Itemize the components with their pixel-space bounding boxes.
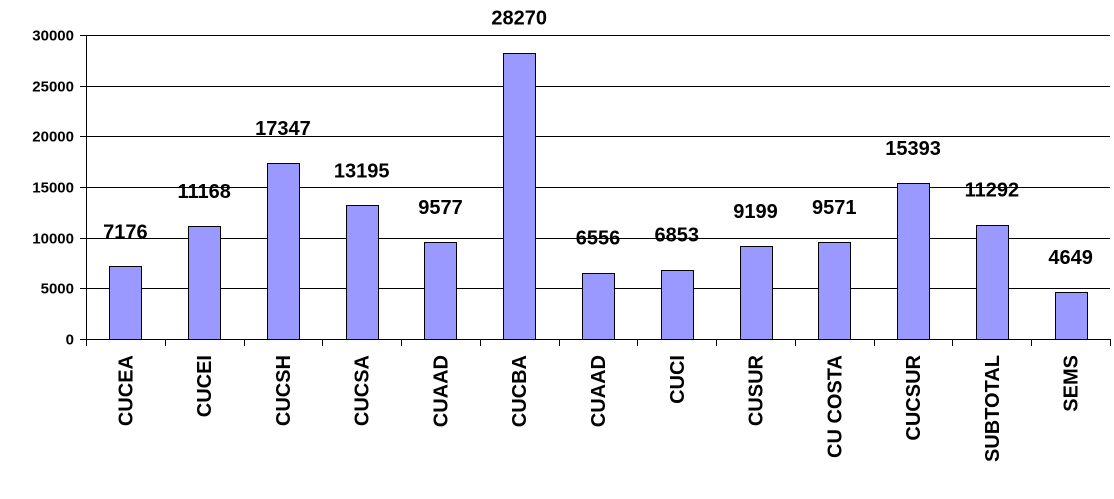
bar-cusur (740, 246, 773, 340)
y-tick-label: 10000 (32, 231, 74, 248)
data-label: 11292 (965, 180, 1020, 202)
y-tick-label: 30000 (32, 28, 74, 45)
bar-cucsur (897, 183, 930, 340)
axes (80, 35, 1111, 346)
data-label: 6853 (655, 225, 700, 247)
x-tick-label: CUCSA (352, 355, 374, 426)
x-tick-label: CUCSUR (903, 354, 925, 440)
x-tick-label: CUCEI (194, 355, 216, 417)
x-tick-label: CUSUR (746, 354, 768, 426)
x-tick-label: CUCBA (509, 355, 531, 427)
bar-cucsa (346, 205, 379, 340)
gridlines (86, 35, 1110, 289)
x-tick-label: CUAAD (430, 355, 452, 427)
bar-subtotal (976, 225, 1009, 340)
x-tick-label: CUCSH (273, 355, 295, 426)
bar-cucea (109, 266, 142, 340)
data-label: 6556 (576, 228, 621, 250)
data-label: 17347 (255, 118, 311, 140)
data-label: 7176 (103, 221, 148, 243)
data-label: 9199 (733, 201, 778, 223)
x-tick-label: CUCEA (115, 355, 137, 426)
data-label: 4649 (1048, 247, 1093, 269)
x-tick-label: CUCI (667, 355, 689, 404)
y-tick-label: 5000 (41, 281, 74, 298)
x-tick-label: CU COSTA (824, 355, 846, 458)
bar-cucba (503, 53, 536, 340)
bar-cuci (661, 270, 694, 340)
data-label: 9571 (812, 197, 857, 219)
bar-cucsh (267, 163, 300, 340)
bar-sems (1055, 292, 1088, 340)
data-label: 28270 (491, 8, 547, 30)
bar-cucei (188, 226, 221, 340)
x-tick-label: CUAAD (588, 355, 610, 427)
data-label: 13195 (334, 160, 390, 182)
bar-cuaad (424, 242, 457, 340)
y-tick-label: 0 (66, 332, 74, 349)
x-tick-label: SUBTOTAL (982, 355, 1004, 462)
bar-cu-costa (818, 242, 851, 340)
data-label: 9577 (418, 197, 463, 219)
x-tick-label: SEMS (1061, 355, 1083, 412)
data-label: 15393 (885, 138, 941, 160)
y-tick-label: 15000 (32, 180, 74, 197)
x-tick-labels: CUCEA CUCEI CUCSH CUCSA CUAAD CUCBA CUAAD CUCI C… (115, 354, 1082, 462)
y-tick-labels: 0 5000 10000 15000 20000 25000 30000 (32, 28, 74, 349)
bars (109, 53, 1088, 340)
bar-cuaad (582, 273, 615, 340)
y-tick-label: 20000 (32, 129, 74, 146)
data-labels: 7176 11168 17347 13195 9577 28270 6556 6853 9199… (103, 8, 1093, 269)
data-label: 11168 (177, 181, 230, 203)
y-tick-label: 25000 (32, 79, 74, 96)
